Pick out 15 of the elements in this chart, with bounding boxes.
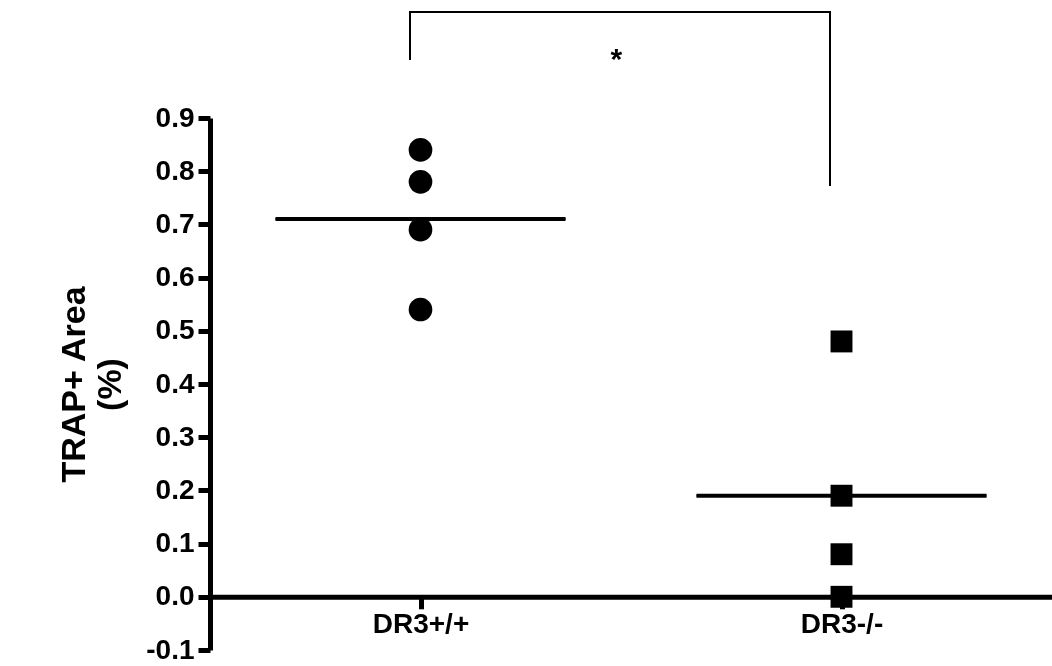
x-tick-label: DR3-/- xyxy=(800,608,884,640)
text: * xyxy=(610,42,623,76)
y-tick-label: 0.1 xyxy=(155,527,195,559)
x-tick-label: DR3+/+ xyxy=(372,608,470,640)
y-tick-label: 0.8 xyxy=(155,154,195,186)
y-tick-label: 0.5 xyxy=(155,314,195,346)
y-tick-label: 0.9 xyxy=(155,101,195,133)
y-tick-label: 0.0 xyxy=(155,580,195,612)
y-tick-label: 0.2 xyxy=(155,473,195,505)
y-tick-label: 0.4 xyxy=(155,367,195,399)
y-tick-label: 0.7 xyxy=(155,207,195,239)
y-tick-label: 0.3 xyxy=(155,420,195,452)
y-tick-label: -0.1 xyxy=(146,633,195,665)
y-tick-label: 0.6 xyxy=(155,261,195,293)
y-axis-title: TRAP+ Area (%) xyxy=(54,285,129,483)
